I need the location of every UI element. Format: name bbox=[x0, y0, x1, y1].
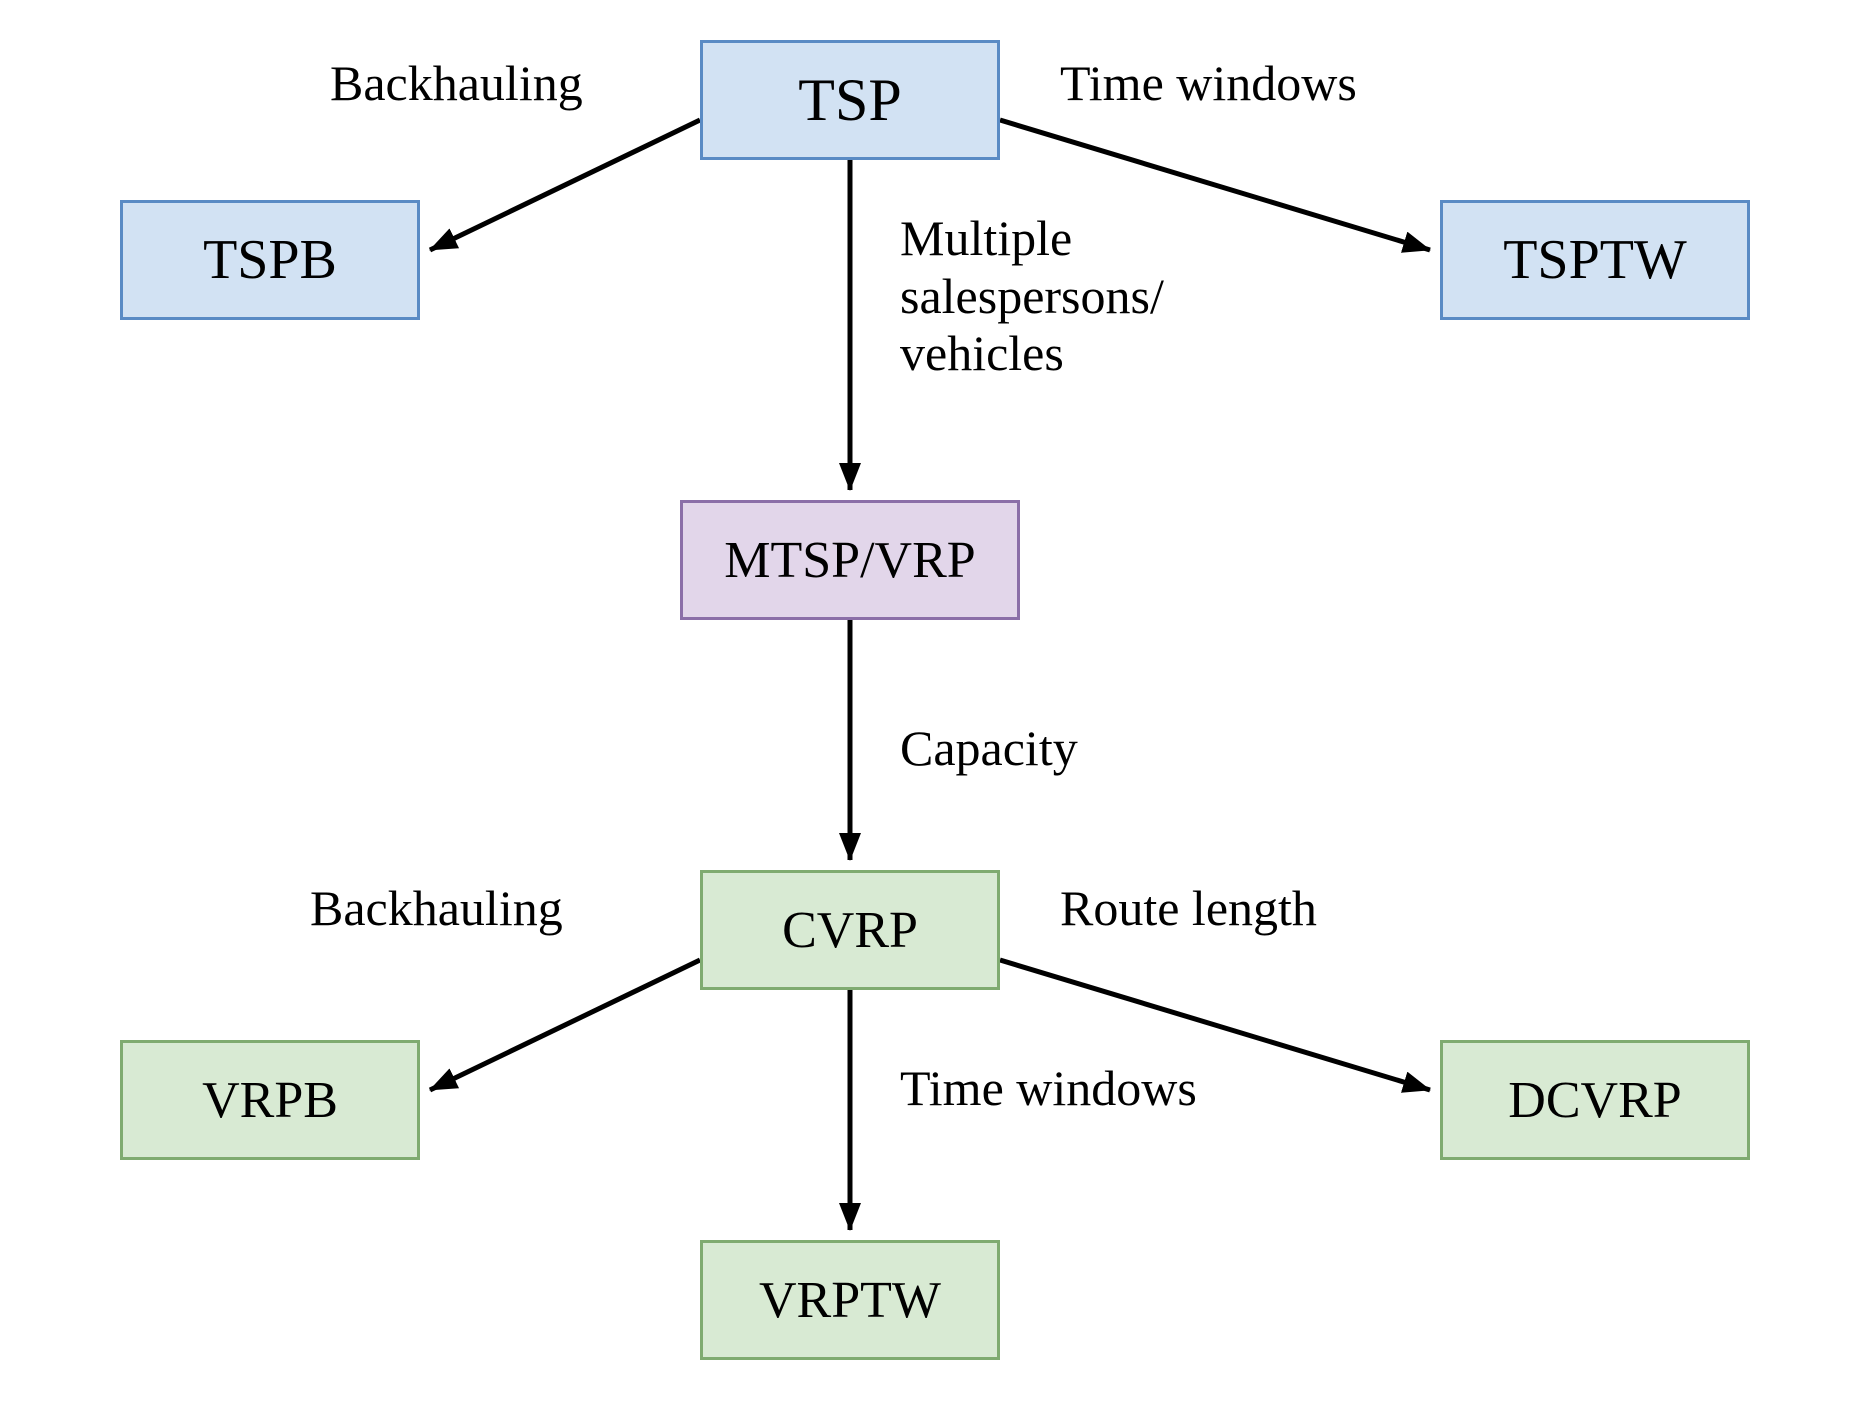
node-tsptw: TSPTW bbox=[1440, 200, 1750, 320]
node-label: CVRP bbox=[782, 901, 918, 960]
edge-label-time-windows-top: Time windows bbox=[1060, 55, 1357, 113]
node-label: TSPTW bbox=[1503, 228, 1687, 292]
node-label: VRPTW bbox=[759, 1271, 941, 1330]
edge-cvrp-vrpb bbox=[430, 960, 700, 1090]
node-mtsp: MTSP/VRP bbox=[680, 500, 1020, 620]
edge-tsp-tspb bbox=[430, 120, 700, 250]
edge-label-route-length: Route length bbox=[1060, 880, 1317, 938]
node-tspb: TSPB bbox=[120, 200, 420, 320]
edge-label-backhauling-top: Backhauling bbox=[330, 55, 583, 113]
node-label: MTSP/VRP bbox=[724, 531, 975, 590]
edge-label-capacity: Capacity bbox=[900, 720, 1078, 778]
edge-label-time-windows-bot: Time windows bbox=[900, 1060, 1197, 1118]
node-tsp: TSP bbox=[700, 40, 1000, 160]
node-vrptw: VRPTW bbox=[700, 1240, 1000, 1360]
node-cvrp: CVRP bbox=[700, 870, 1000, 990]
edge-label-backhauling-bot: Backhauling bbox=[310, 880, 563, 938]
node-vrpb: VRPB bbox=[120, 1040, 420, 1160]
node-label: VRPB bbox=[202, 1071, 338, 1130]
node-dcvrp: DCVRP bbox=[1440, 1040, 1750, 1160]
node-label: TSP bbox=[798, 66, 901, 135]
edge-label-multiple: Multiple salespersons/ vehicles bbox=[900, 210, 1164, 383]
diagram-stage: TSP TSPB TSPTW MTSP/VRP CVRP VRPB DCVRP … bbox=[0, 0, 1866, 1416]
node-label: TSPB bbox=[203, 228, 337, 292]
node-label: DCVRP bbox=[1508, 1071, 1681, 1130]
